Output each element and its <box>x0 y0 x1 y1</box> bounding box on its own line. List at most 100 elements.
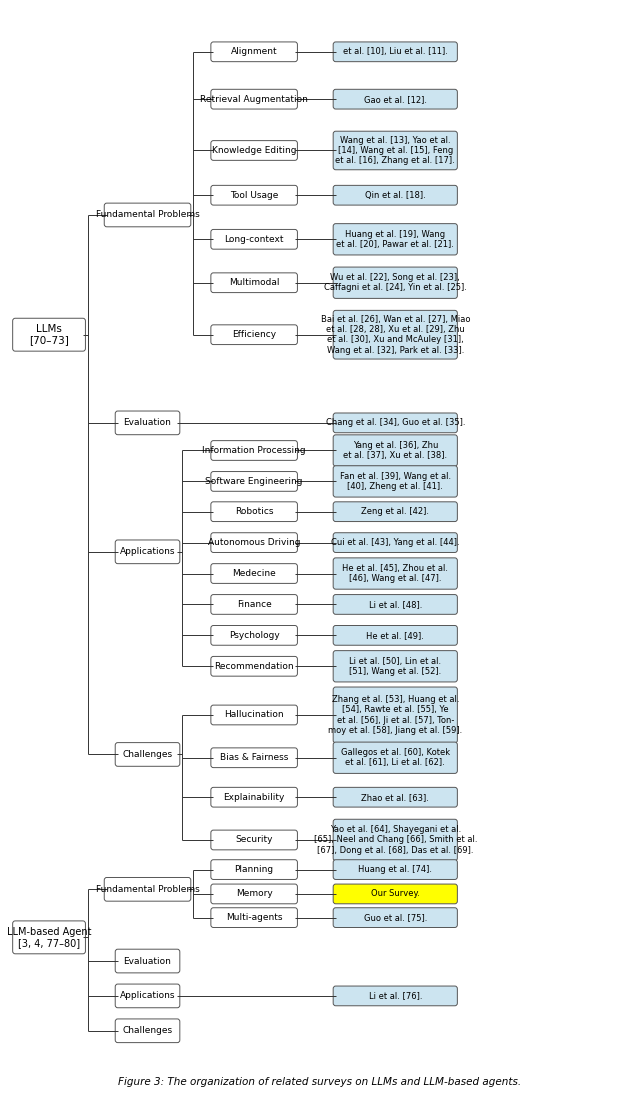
Text: Software Engineering: Software Engineering <box>205 477 303 486</box>
Text: Robotics: Robotics <box>235 508 273 516</box>
Text: Gao et al. [12].: Gao et al. [12]. <box>364 95 427 103</box>
FancyBboxPatch shape <box>333 466 458 497</box>
FancyBboxPatch shape <box>333 533 458 553</box>
Text: Chang et al. [34], Guo et al. [35].: Chang et al. [34], Guo et al. [35]. <box>326 418 465 427</box>
Text: Our Survey.: Our Survey. <box>371 890 420 898</box>
FancyBboxPatch shape <box>211 185 298 205</box>
Text: Yang et al. [36], Zhu
et al. [37], Xu et al. [38].: Yang et al. [36], Zhu et al. [37], Xu et… <box>343 440 447 460</box>
FancyBboxPatch shape <box>211 907 298 927</box>
Text: He et al. [45], Zhou et al.
[46], Wang et al. [47].: He et al. [45], Zhou et al. [46], Wang e… <box>342 564 448 584</box>
Text: Guo et al. [75].: Guo et al. [75]. <box>364 913 427 923</box>
Text: Alignment: Alignment <box>231 47 278 56</box>
FancyBboxPatch shape <box>211 471 298 491</box>
Text: Challenges: Challenges <box>122 1026 173 1035</box>
Text: Li et al. [50], Lin et al.
[51], Wang et al. [52].: Li et al. [50], Lin et al. [51], Wang et… <box>349 656 442 676</box>
Text: Li et al. [48].: Li et al. [48]. <box>369 600 422 609</box>
FancyBboxPatch shape <box>333 687 458 743</box>
FancyBboxPatch shape <box>211 440 298 460</box>
FancyBboxPatch shape <box>333 435 458 466</box>
FancyBboxPatch shape <box>333 819 458 861</box>
Text: Yao et al. [64], Shayegani et al.
[65], Neel and Chang [66], Smith et al.
[67], : Yao et al. [64], Shayegani et al. [65], … <box>314 825 477 854</box>
Text: Applications: Applications <box>120 991 175 1001</box>
FancyBboxPatch shape <box>115 984 180 1007</box>
FancyBboxPatch shape <box>211 502 298 522</box>
Text: Psychology: Psychology <box>228 631 280 640</box>
Text: Qin et al. [18].: Qin et al. [18]. <box>365 190 426 199</box>
FancyBboxPatch shape <box>333 42 458 62</box>
Text: Multimodal: Multimodal <box>229 279 280 287</box>
FancyBboxPatch shape <box>115 539 180 564</box>
FancyBboxPatch shape <box>333 986 458 1006</box>
Text: Security: Security <box>236 836 273 844</box>
Text: Knowledge Editing: Knowledge Editing <box>212 146 296 155</box>
FancyBboxPatch shape <box>333 224 458 255</box>
Text: Bias & Fairness: Bias & Fairness <box>220 753 289 762</box>
FancyBboxPatch shape <box>211 325 298 345</box>
FancyBboxPatch shape <box>13 920 85 953</box>
FancyBboxPatch shape <box>211 787 298 807</box>
FancyBboxPatch shape <box>211 884 298 904</box>
FancyBboxPatch shape <box>211 273 298 293</box>
Text: Retrieval Augmentation: Retrieval Augmentation <box>200 95 308 103</box>
FancyBboxPatch shape <box>333 787 458 807</box>
FancyBboxPatch shape <box>211 89 298 109</box>
FancyBboxPatch shape <box>115 949 180 973</box>
Text: Fan et al. [39], Wang et al.
[40], Zheng et al. [41].: Fan et al. [39], Wang et al. [40], Zheng… <box>340 471 451 491</box>
Text: Evaluation: Evaluation <box>124 957 172 966</box>
FancyBboxPatch shape <box>211 860 298 880</box>
FancyBboxPatch shape <box>104 203 191 227</box>
Text: Huang et al. [74].: Huang et al. [74]. <box>358 865 432 874</box>
Text: Information Processing: Information Processing <box>202 446 306 455</box>
Text: Applications: Applications <box>120 547 175 556</box>
FancyBboxPatch shape <box>115 1018 180 1043</box>
Text: Huang et al. [19], Wang
et al. [20], Pawar et al. [21].: Huang et al. [19], Wang et al. [20], Paw… <box>337 230 454 249</box>
FancyBboxPatch shape <box>211 830 298 850</box>
Text: Gallegos et al. [60], Kotek
et al. [61], Li et al. [62].: Gallegos et al. [60], Kotek et al. [61],… <box>340 748 450 767</box>
FancyBboxPatch shape <box>333 907 458 927</box>
FancyBboxPatch shape <box>333 268 458 298</box>
FancyBboxPatch shape <box>211 595 298 614</box>
FancyBboxPatch shape <box>333 742 458 773</box>
FancyBboxPatch shape <box>211 748 298 767</box>
Text: et al. [10], Liu et al. [11].: et al. [10], Liu et al. [11]. <box>343 47 448 56</box>
Text: Autonomous Driving: Autonomous Driving <box>208 538 300 547</box>
Text: Planning: Planning <box>235 865 274 874</box>
FancyBboxPatch shape <box>333 595 458 614</box>
FancyBboxPatch shape <box>333 502 458 522</box>
Text: Hallucination: Hallucination <box>225 710 284 719</box>
Text: Fundamental Problems: Fundamental Problems <box>95 885 200 894</box>
Text: Cui et al. [43], Yang et al. [44].: Cui et al. [43], Yang et al. [44]. <box>331 538 460 547</box>
Text: Recommendation: Recommendation <box>214 662 294 671</box>
FancyBboxPatch shape <box>13 318 85 351</box>
FancyBboxPatch shape <box>333 131 458 170</box>
FancyBboxPatch shape <box>211 625 298 645</box>
FancyBboxPatch shape <box>333 625 458 645</box>
Text: Memory: Memory <box>236 890 273 898</box>
FancyBboxPatch shape <box>104 877 191 901</box>
Text: Bai et al. [26], Wan et al. [27], Miao
et al. [28, 28], Xu et al. [29], Zhu
et a: Bai et al. [26], Wan et al. [27], Miao e… <box>321 315 470 355</box>
Text: Evaluation: Evaluation <box>124 418 172 427</box>
Text: LLM-based Agent
[3, 4, 77–80]: LLM-based Agent [3, 4, 77–80] <box>7 927 92 948</box>
FancyBboxPatch shape <box>333 310 458 359</box>
FancyBboxPatch shape <box>115 742 180 766</box>
FancyBboxPatch shape <box>333 884 458 904</box>
Text: Figure 3: The organization of related surveys on LLMs and LLM-based agents.: Figure 3: The organization of related su… <box>118 1077 522 1087</box>
FancyBboxPatch shape <box>211 141 298 161</box>
Text: Zhang et al. [53], Huang et al.
[54], Rawte et al. [55], Ye
et al. [56], Ji et a: Zhang et al. [53], Huang et al. [54], Ra… <box>328 695 462 735</box>
FancyBboxPatch shape <box>211 656 298 676</box>
Text: Wang et al. [13], Yao et al.
[14], Wang et al. [15], Feng
et al. [16], Zhang et : Wang et al. [13], Yao et al. [14], Wang … <box>335 135 455 165</box>
FancyBboxPatch shape <box>333 89 458 109</box>
Text: Multi-agents: Multi-agents <box>226 913 282 923</box>
Text: Zeng et al. [42].: Zeng et al. [42]. <box>361 508 429 516</box>
Text: Fundamental Problems: Fundamental Problems <box>95 210 200 219</box>
Text: Li et al. [76].: Li et al. [76]. <box>369 991 422 1001</box>
Text: Explainability: Explainability <box>223 793 285 802</box>
Text: Long-context: Long-context <box>225 235 284 243</box>
Text: He et al. [49].: He et al. [49]. <box>366 631 424 640</box>
FancyBboxPatch shape <box>333 558 458 589</box>
FancyBboxPatch shape <box>333 185 458 205</box>
FancyBboxPatch shape <box>115 411 180 435</box>
Text: LLMs
[70–73]: LLMs [70–73] <box>29 324 69 346</box>
Text: Finance: Finance <box>237 600 271 609</box>
Text: Efficiency: Efficiency <box>232 330 276 339</box>
